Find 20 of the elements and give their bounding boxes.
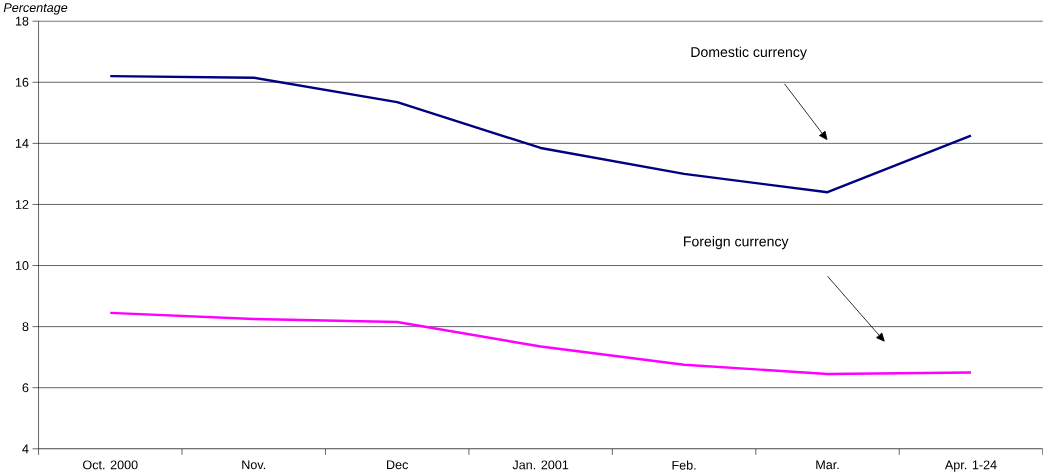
line-series (109, 74, 973, 194)
x-tick-label: Feb. (672, 460, 696, 470)
annotation: Foreign currency (684, 235, 789, 250)
x-tick-label: Oct. 2000 (83, 460, 138, 470)
y-tick-label: 6 (22, 383, 29, 393)
x-tick-label: Dec (387, 460, 409, 470)
annotation: Domestic currency (691, 46, 807, 60)
x-tick-label: Mar. (816, 460, 839, 470)
y-tick-label: 4 (22, 444, 29, 454)
x-tick-label: Apr. 1-24 (944, 460, 997, 472)
y-tick-label: 14 (15, 138, 29, 148)
line-series (109, 311, 973, 376)
y-tick-label: 12 (15, 199, 29, 209)
y-axis-title: Percentage (3, 3, 68, 15)
y-tick-label: 8 (22, 322, 29, 332)
y-tick-label: 10 (15, 261, 29, 270)
y-tick-label: 16 (15, 77, 29, 87)
x-tick-label: Jan. 2001 (512, 460, 569, 470)
y-tick-label: 18 (15, 16, 29, 26)
x-tick-label: Nov. (242, 460, 266, 470)
